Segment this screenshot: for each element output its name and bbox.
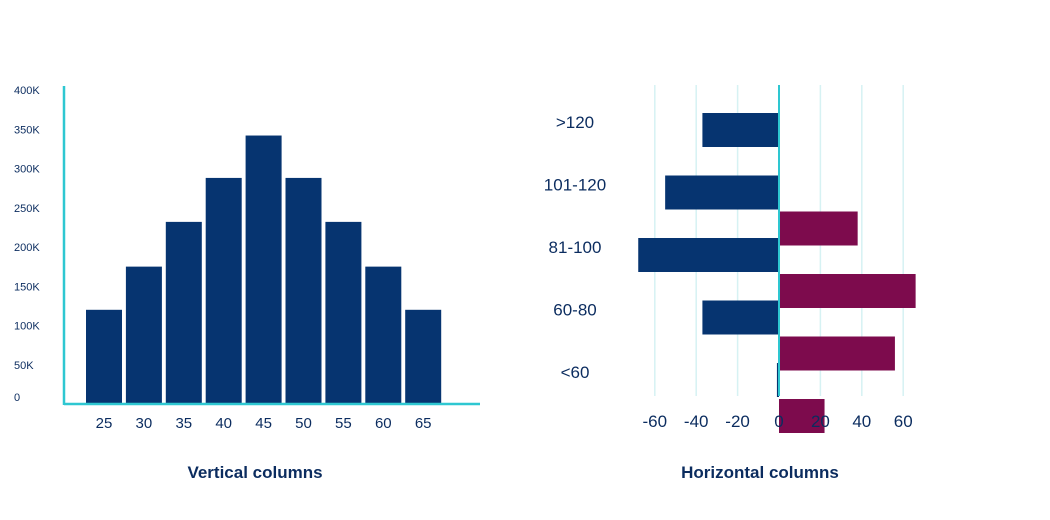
vertical-column-chart: 0 50K 100K 150K 200K 250K 300K 350K 400K 25 30 35 40… (14, 85, 480, 432)
bar-right-60-80 (779, 336, 895, 371)
x-tick-label: 25 (96, 415, 113, 432)
horizontal-column-chart: >120 101-120 81-100 60-80 <60 -60 -40 -20 0 20 40 6… (544, 85, 916, 433)
x-tick-label: 40 (852, 412, 871, 431)
y-tick-label: 0 (14, 392, 20, 404)
horizontal-chart-caption: Horizontal columns (681, 463, 839, 482)
x-tick-label: 20 (811, 412, 830, 431)
bar-65 (405, 309, 442, 404)
bar-left-101-120 (665, 175, 779, 210)
x-tick-label: 65 (415, 415, 432, 432)
bar-45 (245, 135, 282, 404)
x-tick-label: 60 (894, 412, 913, 431)
bar-55 (325, 221, 362, 404)
y-tick-label: 150K (14, 281, 40, 293)
x-tick-label: -20 (725, 412, 750, 431)
x-tick-label: 45 (255, 415, 272, 432)
x-tick-label: 50 (295, 415, 312, 432)
x-tick-label: 40 (215, 415, 232, 432)
category-label: 81-100 (549, 238, 602, 257)
bar-40 (205, 177, 242, 404)
y-tick-label: 200K (14, 242, 40, 254)
x-tick-label: 60 (375, 415, 392, 432)
x-tick-label: 55 (335, 415, 352, 432)
y-tick-label: 250K (14, 203, 40, 215)
category-label: <60 (561, 363, 590, 382)
bar-30 (125, 266, 162, 404)
x-tick-label: 0 (774, 412, 783, 431)
bar-left-60-80 (702, 300, 779, 335)
x-tick-label: 35 (175, 415, 192, 432)
x-tick-label: -40 (684, 412, 709, 431)
bar-right-<60 (779, 399, 825, 433)
bar-left-81-100 (638, 238, 779, 272)
category-label: >120 (556, 113, 594, 132)
bar-right-101-120 (779, 211, 858, 246)
category-label: 101-120 (544, 176, 606, 195)
bar-left-<60 (776, 363, 779, 397)
bar-25 (86, 309, 122, 404)
y-tick-label: 400K (14, 85, 40, 97)
vertical-chart-caption: Vertical columns (187, 463, 322, 482)
category-label: 60-80 (553, 301, 596, 320)
y-tick-label: 100K (14, 321, 40, 333)
x-tick-label: -60 (643, 412, 668, 431)
bar-60 (365, 266, 402, 404)
bar-right-81-100 (779, 274, 916, 308)
bar-35 (165, 221, 202, 404)
y-tick-label: 50K (14, 360, 34, 372)
x-tick-label: 30 (136, 415, 153, 432)
bar-left->120 (702, 113, 779, 147)
bar-50 (285, 177, 322, 404)
y-tick-label: 350K (14, 124, 40, 136)
y-tick-label: 300K (14, 164, 40, 176)
